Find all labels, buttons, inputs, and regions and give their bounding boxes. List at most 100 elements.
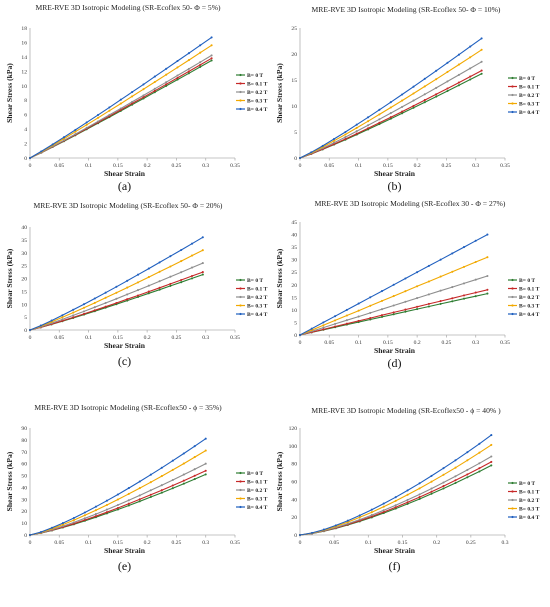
data-point	[94, 509, 97, 512]
legend: B= 0 T B= 0.1 T B= 0.2 T B= 0.3 T B= 0.4 T	[508, 76, 540, 116]
data-point	[345, 314, 348, 317]
y-tick-label: 40	[291, 233, 297, 239]
panel-label: (c)	[118, 354, 131, 368]
y-tick-label: 12	[21, 69, 27, 75]
data-point	[85, 126, 88, 129]
data-point	[469, 78, 472, 81]
y-axis-label: Shear Stress (kPa)	[5, 248, 14, 308]
data-point	[28, 156, 32, 160]
x-tick-label: 0	[29, 163, 32, 169]
data-point	[158, 261, 161, 264]
x-tick-label: 0.2	[433, 540, 440, 546]
y-tick-label: 100	[289, 444, 298, 450]
data-point	[108, 106, 111, 109]
series-5	[298, 434, 493, 537]
data-point	[486, 288, 489, 291]
data-point	[332, 137, 336, 141]
data-point	[193, 468, 196, 471]
data-point	[439, 300, 442, 303]
x-tick-label: 0.1	[85, 335, 92, 341]
data-point	[169, 265, 172, 268]
data-point	[389, 106, 392, 109]
legend-marker	[239, 287, 242, 290]
data-point	[62, 139, 66, 142]
data-point	[149, 481, 152, 484]
x-axis-label: Shear Strain	[374, 546, 416, 555]
data-point	[406, 498, 409, 501]
data-point	[490, 464, 493, 467]
x-tick-label: 0.1	[85, 163, 92, 169]
data-point	[180, 248, 183, 252]
y-axis-label: Shear Stress (kPa)	[275, 248, 284, 308]
data-point	[490, 455, 493, 458]
y-tick-label: 10	[291, 104, 297, 110]
series-line	[299, 49, 482, 159]
data-point	[204, 462, 207, 465]
legend-marker	[239, 295, 242, 299]
data-point	[138, 480, 141, 483]
data-point	[344, 137, 347, 141]
data-point	[190, 266, 194, 269]
data-point	[442, 487, 445, 490]
y-tick-label: 70	[21, 450, 27, 456]
legend-label: B= 0.4 T	[247, 107, 268, 113]
data-point	[94, 505, 97, 508]
data-point	[416, 285, 419, 288]
data-point	[466, 476, 469, 479]
series-5	[298, 37, 483, 160]
data-point	[418, 482, 421, 485]
legend-marker	[511, 102, 514, 105]
legend-label: B= 0.2 T	[519, 498, 540, 504]
data-point	[204, 437, 207, 440]
data-point	[131, 91, 134, 94]
data-point	[61, 316, 64, 319]
data-point	[394, 496, 397, 499]
data-point	[147, 267, 150, 270]
data-point	[182, 473, 185, 476]
data-point	[451, 297, 454, 300]
data-point	[126, 286, 129, 289]
y-tick-label: 30	[21, 251, 27, 257]
data-point	[149, 493, 152, 496]
data-point	[187, 52, 190, 55]
data-point	[451, 286, 454, 289]
series-line	[29, 450, 206, 536]
data-point	[105, 503, 108, 507]
data-point	[190, 277, 194, 280]
data-point	[72, 311, 75, 314]
data-point	[171, 468, 174, 471]
legend-marker	[239, 278, 242, 282]
y-tick-label: 4	[24, 127, 27, 133]
data-point	[116, 508, 119, 511]
data-point	[97, 116, 100, 119]
series-4	[28, 449, 207, 537]
y-tick-label: 0	[294, 333, 297, 339]
data-point	[82, 310, 86, 313]
data-point	[39, 324, 42, 327]
data-point	[115, 291, 118, 294]
data-point	[72, 316, 75, 319]
x-tick-label: 0.3	[202, 335, 209, 341]
data-point	[210, 57, 213, 60]
data-point	[367, 120, 370, 123]
legend-label: B= 0.2 T	[519, 93, 540, 99]
y-tick-label: 14	[21, 55, 27, 61]
legend-marker	[511, 515, 514, 519]
legend-label: B= 0.2 T	[247, 295, 268, 301]
data-point	[104, 296, 107, 299]
y-tick-label: 40	[21, 225, 27, 231]
y-tick-label: 120	[289, 426, 298, 432]
data-point	[451, 252, 454, 255]
data-point	[105, 511, 108, 514]
x-tick-label: 0	[29, 335, 32, 341]
legend-marker	[239, 99, 242, 102]
data-point	[389, 101, 392, 104]
data-point	[423, 85, 426, 88]
data-point	[392, 313, 395, 316]
data-point	[171, 478, 174, 482]
data-point	[454, 466, 457, 469]
data-point	[28, 533, 32, 537]
data-point	[147, 284, 150, 287]
data-point	[442, 467, 445, 470]
data-point	[430, 490, 433, 493]
